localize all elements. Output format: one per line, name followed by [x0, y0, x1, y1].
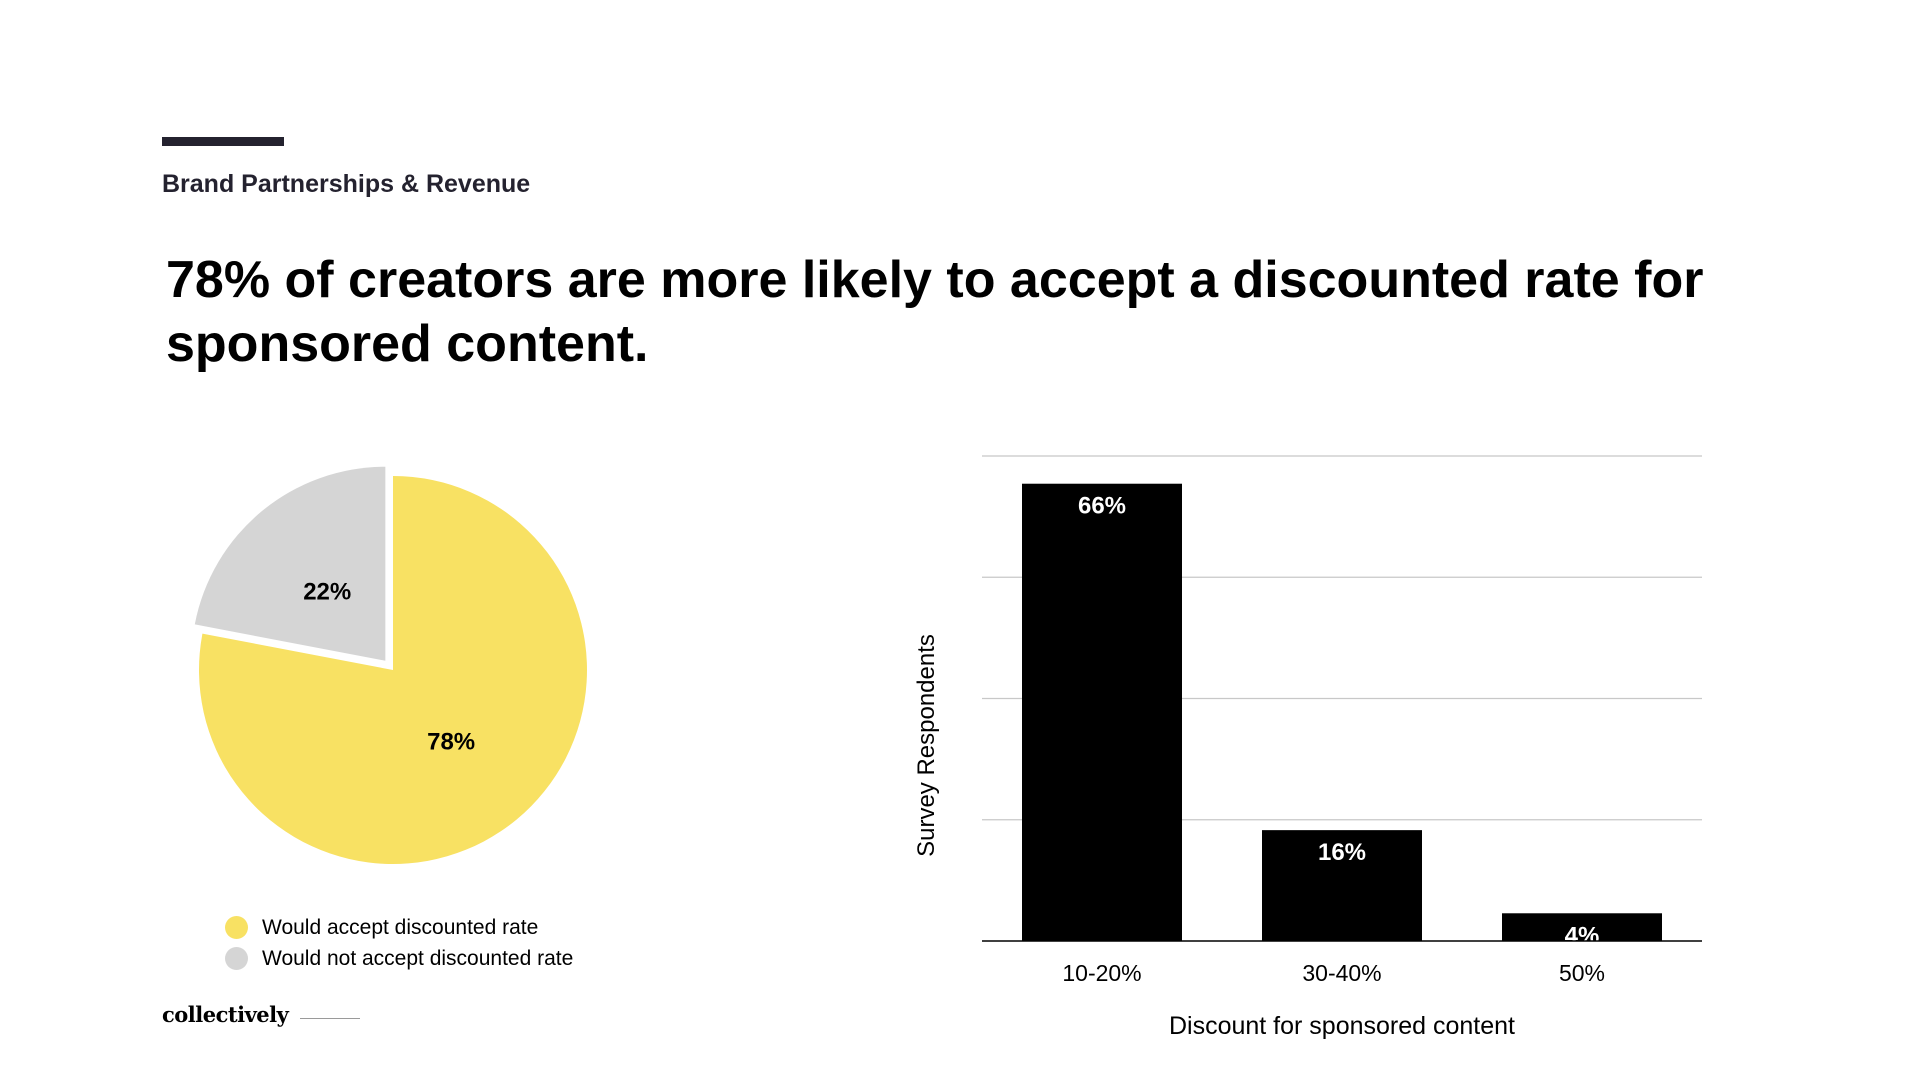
legend-label-not-accept: Would not accept discounted rate [262, 946, 574, 970]
bar-30-40 [1262, 830, 1422, 941]
bar-data-label: 4% [1565, 922, 1600, 949]
x-tick-label: 50% [1559, 960, 1605, 986]
legend-swatch-accept [225, 916, 248, 939]
page-headline: 78% of creators are more likely to accep… [166, 251, 1704, 373]
bar-50 [1502, 913, 1662, 941]
bar-data-label: 16% [1318, 839, 1366, 866]
footer-divider [300, 1018, 360, 1019]
y-axis-title: Survey Respondents [913, 634, 940, 857]
legend-item-not-accept: Would not accept discounted rate [225, 943, 573, 974]
pie-slice-would-accept-discounted-rate [199, 476, 587, 864]
pie-label-would-not-accept-discounted-rate: 22% [303, 578, 351, 605]
legend-label-accept: Would accept discounted rate [262, 915, 539, 939]
pie-chart: 78% 22% [194, 466, 587, 864]
legend-swatch-not-accept [225, 947, 248, 970]
bar-chart: 66% 10-20% 16% 30-40% 4% 50% Discount for spon… [913, 455, 1702, 1040]
pie-legend: Would accept discounted rate Would not a… [225, 912, 573, 974]
x-axis-title: Discount for sponsored content [1169, 1012, 1515, 1040]
section-label: Brand Partnerships & Revenue [162, 170, 531, 198]
pie-label-would-accept-discounted-rate: 78% [427, 728, 475, 755]
pie-slice-would-not-accept-discounted-rate [194, 466, 386, 661]
bar-10-20 [1022, 483, 1182, 941]
bar-data-label: 66% [1078, 493, 1126, 520]
accent-bar [162, 137, 284, 146]
x-tick-label: 10-20% [1062, 960, 1141, 986]
legend-item-accept: Would accept discounted rate [225, 912, 573, 943]
collectively-logo: collectively [162, 1002, 289, 1027]
x-tick-label: 30-40% [1302, 960, 1381, 986]
